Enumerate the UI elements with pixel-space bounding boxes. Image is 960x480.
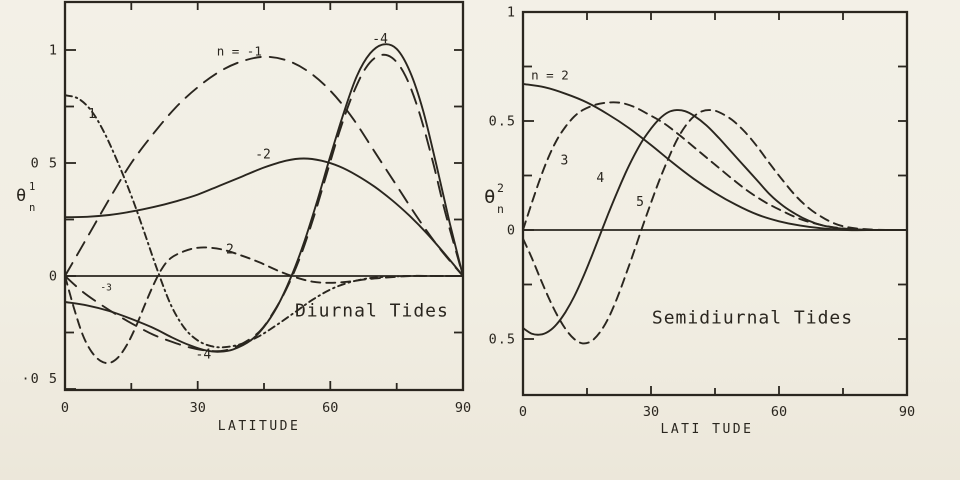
panel-title: Semidiurnal Tides [652,308,853,329]
plot-border [521,10,909,397]
y-tick-label: 1 [49,43,58,59]
y-axis-symbol: θ [484,186,495,208]
y-tick-label: 0.5 [489,114,516,130]
x-tick-label: 90 [455,400,471,416]
curve-n-2 [64,246,464,365]
panel-title: Diurnal Tides [295,301,449,322]
curve-n-neg-2-label: -2 [255,148,271,163]
curve-n-neg-4 [64,43,464,353]
curve-n-2-label: 2 [226,242,234,257]
y-tick-label: 0.5 [489,332,516,348]
curve-n-neg-3-label: -3 [100,283,111,294]
curve-n4 [522,109,908,336]
curve-n-neg-1 [64,55,464,277]
curve-n2-label: n = 2 [531,68,569,83]
curve-n-neg-1-label: n = -1 [217,44,262,59]
x-axis-title: LATI TUDE [661,422,754,437]
y-tick-label: 0 5 [31,156,58,172]
x-tick-label: 0 [61,400,69,416]
curve-n5 [522,109,908,345]
curve-n2 [522,82,908,232]
curve-n-neg-2 [64,157,464,277]
plot-semidiurnal: 0 30 60 90 1 0.5 0 0.5 n = 2 3 4 5 Semidiurnal Tides… [484,5,915,438]
y-axis-subscript: n [29,202,35,214]
x-tick-label: 0 [519,404,527,420]
curve-n3 [522,101,908,231]
curve-n-1-label: 1 [88,107,96,122]
curve-n3-label: 3 [561,154,569,169]
y-axis-subscript: n [497,202,504,216]
curve-n4-label: 4 [596,171,604,186]
x-tick-label: 30 [190,400,206,416]
y-tick-label: 0 [49,269,58,285]
y-axis-superscript: 1 [29,181,35,193]
curve-n5-label: 5 [636,195,644,210]
y-tick-label: 0 [507,223,516,239]
y-axis-symbol: θ [16,186,26,206]
x-tick-label: 60 [771,404,787,420]
curve-n-neg-4-label: -4 [372,32,388,47]
x-axis-title: LATITUDE [218,419,301,434]
x-tick-label: 90 [899,404,915,420]
x-tick-label: 60 [322,400,338,416]
x-tick-label: 30 [643,404,659,420]
y-tick-label: 1 [507,5,516,21]
y-axis-superscript: 2 [497,181,504,195]
y-tick-label: ·0 5 [21,371,58,387]
curve-n-neg-4-label: -4 [196,348,212,363]
